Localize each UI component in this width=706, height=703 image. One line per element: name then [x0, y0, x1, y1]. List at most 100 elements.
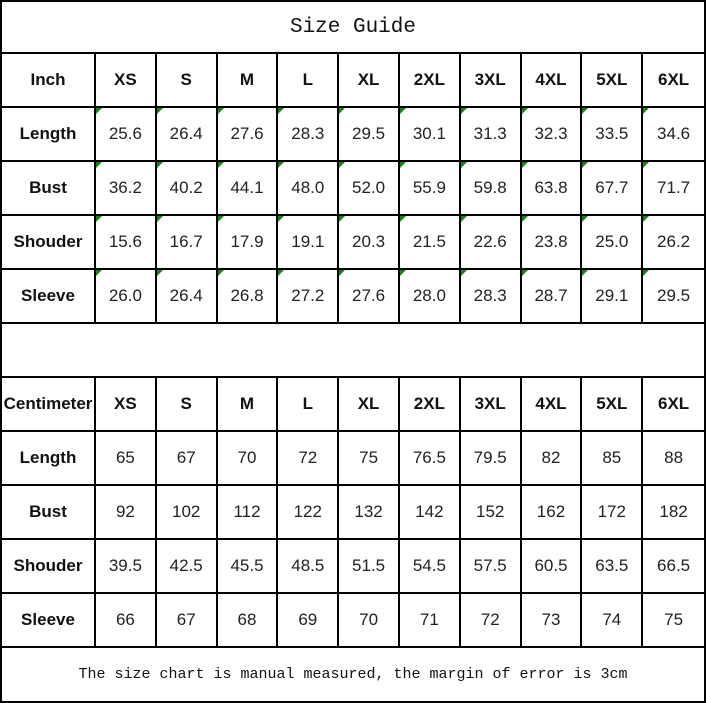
size-value-cell: 28.7	[521, 270, 583, 324]
size-value-cell: 72	[460, 594, 522, 648]
size-header: 5XL	[582, 54, 644, 108]
size-value-cell: 15.6	[96, 216, 157, 270]
size-header: XS	[96, 378, 157, 432]
size-value-cell: 29.5	[339, 108, 400, 162]
size-value-cell: 26.4	[156, 108, 218, 162]
row-label: Bust	[2, 162, 96, 216]
size-value-cell: 17.9	[217, 216, 279, 270]
size-value-cell: 20.3	[339, 216, 400, 270]
size-value-cell: 59.8	[460, 162, 522, 216]
size-value-cell: 92	[96, 486, 157, 540]
size-value-cell: 27.6	[339, 270, 400, 324]
size-value-cell: 71.7	[643, 162, 704, 216]
size-value-cell: 75	[339, 432, 400, 486]
size-header: 2XL	[399, 54, 461, 108]
size-header: 6XL	[643, 54, 704, 108]
size-value-cell: 42.5	[156, 540, 218, 594]
size-value-cell: 70	[339, 594, 400, 648]
size-value-cell: 68	[217, 594, 279, 648]
cm-unit-header: Centimeter	[2, 378, 96, 432]
size-value-cell: 70	[217, 432, 279, 486]
size-header: M	[217, 54, 279, 108]
size-header: XL	[339, 54, 400, 108]
size-value-cell: 26.8	[217, 270, 279, 324]
size-value-cell: 57.5	[460, 540, 522, 594]
size-value-cell: 66.5	[643, 540, 704, 594]
size-value-cell: 29.1	[582, 270, 644, 324]
size-value-cell: 82	[521, 432, 583, 486]
size-header: L	[278, 378, 340, 432]
page-title: Size Guide	[2, 2, 704, 54]
size-value-cell: 76.5	[399, 432, 461, 486]
size-value-cell: 67.7	[582, 162, 644, 216]
size-value-cell: 85	[582, 432, 644, 486]
size-value-cell: 28.3	[278, 108, 340, 162]
size-header: S	[156, 378, 218, 432]
size-value-cell: 27.6	[217, 108, 279, 162]
size-header: 3XL	[460, 378, 522, 432]
size-value-cell: 54.5	[399, 540, 461, 594]
size-value-cell: 65	[96, 432, 157, 486]
size-value-cell: 27.2	[278, 270, 340, 324]
size-value-cell: 25.0	[582, 216, 644, 270]
size-value-cell: 152	[460, 486, 522, 540]
size-value-cell: 48.5	[278, 540, 340, 594]
row-label: Sleeve	[2, 270, 96, 324]
size-value-cell: 26.4	[156, 270, 218, 324]
size-value-cell: 26.0	[96, 270, 157, 324]
row-label: Length	[2, 108, 96, 162]
size-value-cell: 22.6	[460, 216, 522, 270]
size-value-cell: 33.5	[582, 108, 644, 162]
size-value-cell: 51.5	[339, 540, 400, 594]
size-value-cell: 71	[399, 594, 461, 648]
row-label: Length	[2, 432, 96, 486]
size-header: M	[217, 378, 279, 432]
size-header: 6XL	[643, 378, 704, 432]
row-label: Sleeve	[2, 594, 96, 648]
size-header: S	[156, 54, 218, 108]
size-value-cell: 88	[643, 432, 704, 486]
size-value-cell: 48.0	[278, 162, 340, 216]
size-header: 5XL	[582, 378, 644, 432]
size-value-cell: 69	[278, 594, 340, 648]
size-value-cell: 45.5	[217, 540, 279, 594]
size-value-cell: 67	[156, 432, 218, 486]
size-value-cell: 112	[217, 486, 279, 540]
size-value-cell: 39.5	[96, 540, 157, 594]
size-value-cell: 73	[521, 594, 583, 648]
size-header: L	[278, 54, 340, 108]
size-value-cell: 30.1	[399, 108, 461, 162]
size-value-cell: 67	[156, 594, 218, 648]
size-value-cell: 32.3	[521, 108, 583, 162]
size-value-cell: 44.1	[217, 162, 279, 216]
size-value-cell: 23.8	[521, 216, 583, 270]
size-header: XS	[96, 54, 157, 108]
size-value-cell: 19.1	[278, 216, 340, 270]
size-value-cell: 172	[582, 486, 644, 540]
size-value-cell: 28.3	[460, 270, 522, 324]
size-value-cell: 66	[96, 594, 157, 648]
size-value-cell: 75	[643, 594, 704, 648]
size-value-cell: 28.0	[399, 270, 461, 324]
size-value-cell: 60.5	[521, 540, 583, 594]
size-value-cell: 79.5	[460, 432, 522, 486]
size-value-cell: 21.5	[399, 216, 461, 270]
row-label: Shouder	[2, 540, 96, 594]
size-value-cell: 34.6	[643, 108, 704, 162]
row-label: Shouder	[2, 216, 96, 270]
size-header: 3XL	[460, 54, 522, 108]
size-header: 2XL	[399, 378, 461, 432]
size-value-cell: 162	[521, 486, 583, 540]
size-value-cell: 132	[339, 486, 400, 540]
size-value-cell: 31.3	[460, 108, 522, 162]
size-value-cell: 26.2	[643, 216, 704, 270]
row-label: Bust	[2, 486, 96, 540]
size-value-cell: 52.0	[339, 162, 400, 216]
size-value-cell: 36.2	[96, 162, 157, 216]
size-value-cell: 74	[582, 594, 644, 648]
size-value-cell: 142	[399, 486, 461, 540]
size-value-cell: 63.8	[521, 162, 583, 216]
size-value-cell: 29.5	[643, 270, 704, 324]
size-header: XL	[339, 378, 400, 432]
